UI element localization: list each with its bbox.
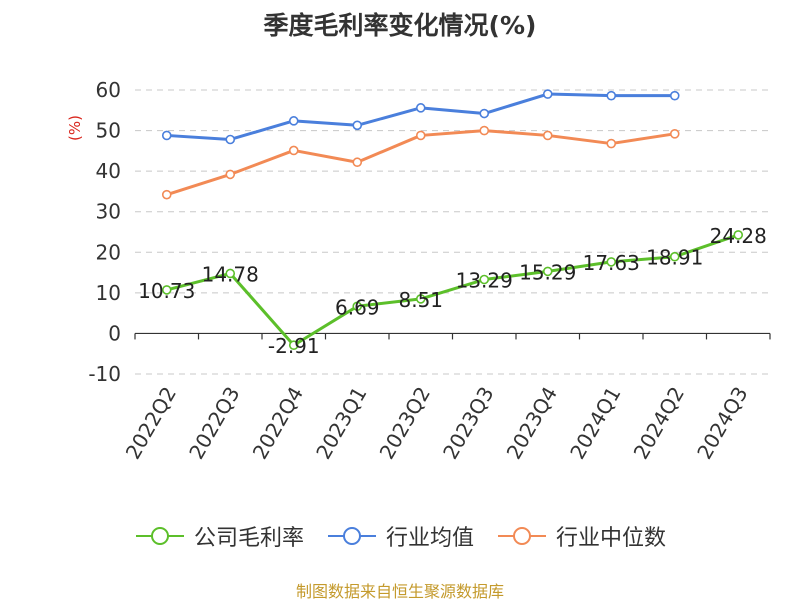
data-source-note: 制图数据来自恒生聚源数据库 bbox=[295, 582, 504, 601]
data-point bbox=[542, 130, 553, 141]
data-point bbox=[352, 120, 363, 131]
chart-legend: 公司毛利率 行业均值 行业中位数 bbox=[0, 520, 800, 552]
data-label: 6.69 bbox=[335, 295, 380, 319]
data-point bbox=[352, 157, 363, 168]
legend-label: 行业均值 bbox=[385, 526, 474, 551]
legend-item: 行业均值 bbox=[326, 520, 474, 552]
data-point bbox=[542, 89, 553, 99]
data-point bbox=[288, 116, 299, 126]
y-tick-label: 20 bbox=[96, 240, 121, 264]
x-tick-label: 2022Q4 bbox=[248, 383, 308, 464]
data-label: 13.29 bbox=[456, 269, 513, 293]
y-tick-label: -10 bbox=[88, 362, 121, 386]
y-tick-label: 60 bbox=[96, 78, 121, 102]
data-point bbox=[225, 268, 236, 279]
legend-item: 公司毛利率 bbox=[134, 520, 304, 552]
data-point bbox=[479, 108, 490, 119]
legend-item: 行业中位数 bbox=[496, 520, 666, 552]
data-point bbox=[225, 134, 236, 145]
x-tick-label: 2024Q3 bbox=[692, 383, 752, 464]
data-label: 15.29 bbox=[519, 260, 576, 284]
y-tick-label: 50 bbox=[96, 119, 121, 143]
data-point bbox=[606, 90, 617, 101]
x-tick-label: 2023Q3 bbox=[438, 383, 498, 464]
data-label: 17.63 bbox=[583, 251, 640, 275]
y-tick-label: 0 bbox=[108, 321, 121, 345]
data-point bbox=[161, 130, 172, 141]
x-tick-label: 2024Q1 bbox=[565, 383, 625, 464]
x-tick-label: 2022Q3 bbox=[184, 383, 244, 464]
y-tick-label: 30 bbox=[96, 200, 121, 224]
x-tick-label: 2023Q1 bbox=[311, 383, 371, 464]
data-label: 24.28 bbox=[710, 224, 767, 248]
data-label: -2.91 bbox=[268, 334, 320, 358]
x-tick-label: 2024Q2 bbox=[629, 383, 689, 464]
data-point bbox=[161, 189, 172, 200]
legend-swatch bbox=[135, 527, 184, 545]
data-point bbox=[288, 145, 299, 156]
data-point bbox=[415, 103, 426, 113]
legend-swatch bbox=[327, 527, 376, 545]
x-tick-label: 2022Q2 bbox=[121, 383, 181, 464]
x-tick-label: 2023Q4 bbox=[502, 383, 562, 464]
data-point bbox=[479, 274, 490, 285]
data-point bbox=[733, 230, 744, 240]
data-point bbox=[415, 130, 426, 141]
legend-swatch bbox=[498, 527, 546, 545]
data-point bbox=[415, 294, 426, 304]
data-point bbox=[669, 90, 680, 101]
series-line bbox=[166, 233, 739, 347]
data-point bbox=[479, 125, 490, 136]
data-label: 8.51 bbox=[398, 288, 443, 312]
data-point bbox=[669, 129, 680, 139]
data-point bbox=[542, 266, 553, 277]
data-point bbox=[161, 285, 172, 295]
data-point bbox=[669, 251, 680, 262]
data-point bbox=[352, 301, 363, 312]
legend-label: 行业中位数 bbox=[556, 526, 667, 551]
data-label: 10.73 bbox=[138, 279, 195, 303]
data-label: 18.91 bbox=[646, 246, 703, 270]
legend-label: 公司毛利率 bbox=[193, 526, 304, 551]
y-axis-label: (%) bbox=[66, 115, 84, 141]
y-tick-label: 10 bbox=[96, 281, 121, 305]
data-point bbox=[606, 257, 617, 267]
data-point bbox=[288, 340, 299, 351]
x-tick-label: 2023Q2 bbox=[375, 383, 435, 464]
data-point bbox=[225, 169, 236, 180]
data-label: 14.78 bbox=[202, 262, 259, 286]
chart-title: 季度毛利率变化情况(%) bbox=[263, 11, 537, 40]
data-point bbox=[606, 138, 617, 149]
y-tick-label: 40 bbox=[96, 159, 121, 183]
